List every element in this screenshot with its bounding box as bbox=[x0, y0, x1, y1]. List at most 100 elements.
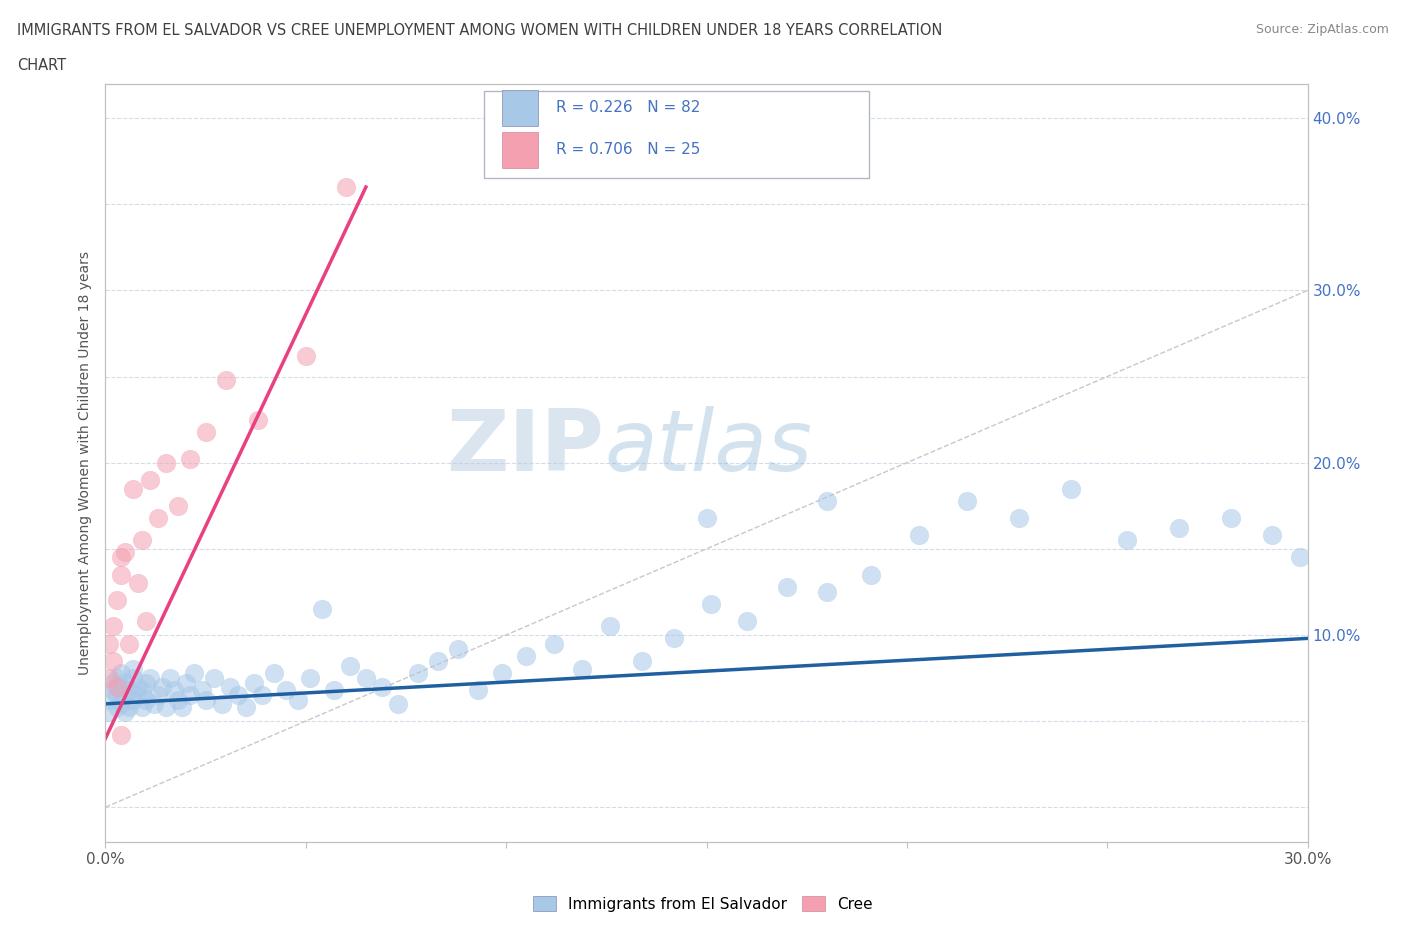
Point bbox=[150, 679, 173, 694]
Point bbox=[118, 700, 141, 715]
Point bbox=[467, 683, 489, 698]
Point bbox=[235, 700, 257, 715]
FancyBboxPatch shape bbox=[484, 91, 869, 179]
Point bbox=[110, 550, 132, 565]
Point bbox=[631, 654, 654, 669]
Point bbox=[114, 676, 136, 691]
Point bbox=[174, 676, 197, 691]
Point bbox=[122, 481, 145, 496]
Point bbox=[599, 618, 621, 633]
Point bbox=[371, 679, 394, 694]
Point bbox=[127, 688, 149, 703]
Point bbox=[1168, 521, 1191, 536]
Point bbox=[110, 727, 132, 742]
Point bbox=[211, 697, 233, 711]
Point bbox=[335, 179, 357, 194]
Point bbox=[263, 665, 285, 680]
Point bbox=[287, 693, 309, 708]
Point bbox=[122, 662, 145, 677]
Point bbox=[515, 648, 537, 663]
Point bbox=[194, 424, 217, 439]
Point bbox=[427, 654, 450, 669]
Text: Source: ZipAtlas.com: Source: ZipAtlas.com bbox=[1256, 23, 1389, 36]
Point bbox=[110, 679, 132, 694]
Point bbox=[155, 700, 177, 715]
Point bbox=[131, 533, 153, 548]
Point bbox=[131, 700, 153, 715]
Point bbox=[135, 693, 157, 708]
Point bbox=[131, 683, 153, 698]
Point bbox=[103, 654, 125, 669]
Point bbox=[387, 697, 409, 711]
Bar bbox=[502, 132, 538, 168]
Point bbox=[138, 671, 160, 685]
Point bbox=[98, 705, 121, 720]
Point bbox=[194, 693, 217, 708]
Point bbox=[1260, 527, 1282, 542]
Point bbox=[166, 498, 188, 513]
Point bbox=[696, 511, 718, 525]
Point bbox=[295, 349, 318, 364]
Point bbox=[274, 683, 297, 698]
Point bbox=[214, 373, 236, 388]
Point bbox=[146, 688, 169, 703]
Point bbox=[322, 683, 344, 698]
Point bbox=[114, 688, 136, 703]
Point bbox=[179, 688, 201, 703]
Point bbox=[776, 579, 799, 594]
Text: CHART: CHART bbox=[17, 58, 66, 73]
Point bbox=[114, 705, 136, 720]
Point bbox=[664, 631, 686, 645]
Point bbox=[122, 693, 145, 708]
Point bbox=[159, 671, 181, 685]
Point bbox=[298, 671, 321, 685]
Point bbox=[815, 493, 838, 508]
Point bbox=[103, 618, 125, 633]
Text: IMMIGRANTS FROM EL SALVADOR VS CREE UNEMPLOYMENT AMONG WOMEN WITH CHILDREN UNDER: IMMIGRANTS FROM EL SALVADOR VS CREE UNEM… bbox=[17, 23, 942, 38]
Point bbox=[246, 412, 269, 427]
Point bbox=[107, 679, 129, 694]
Point bbox=[138, 472, 160, 487]
Point bbox=[146, 511, 169, 525]
Point bbox=[735, 614, 758, 629]
Point bbox=[1288, 550, 1310, 565]
Point bbox=[226, 688, 249, 703]
Point bbox=[190, 683, 212, 698]
Point bbox=[142, 697, 165, 711]
Point bbox=[98, 636, 121, 651]
Point bbox=[202, 671, 225, 685]
Text: R = 0.706   N = 25: R = 0.706 N = 25 bbox=[557, 142, 700, 157]
Point bbox=[183, 665, 205, 680]
Point bbox=[122, 671, 145, 685]
Point bbox=[1060, 481, 1083, 496]
Point bbox=[135, 614, 157, 629]
Point bbox=[114, 545, 136, 560]
Point bbox=[815, 584, 838, 599]
Point bbox=[1220, 511, 1243, 525]
Text: R = 0.226   N = 82: R = 0.226 N = 82 bbox=[557, 100, 700, 115]
Point bbox=[339, 658, 361, 673]
Point bbox=[242, 676, 264, 691]
Point bbox=[127, 679, 149, 694]
Point bbox=[118, 636, 141, 651]
Point bbox=[447, 642, 470, 657]
Point bbox=[107, 688, 129, 703]
Bar bbox=[502, 90, 538, 126]
Point bbox=[107, 671, 129, 685]
Point bbox=[166, 693, 188, 708]
Text: ZIP: ZIP bbox=[447, 406, 605, 489]
Point bbox=[103, 683, 125, 698]
Point bbox=[908, 527, 931, 542]
Point bbox=[110, 665, 132, 680]
Point bbox=[135, 676, 157, 691]
Point bbox=[110, 567, 132, 582]
Point bbox=[218, 679, 240, 694]
Point bbox=[103, 676, 125, 691]
Point bbox=[699, 596, 721, 611]
Point bbox=[859, 567, 882, 582]
Point bbox=[98, 671, 121, 685]
Point bbox=[98, 693, 121, 708]
Point bbox=[571, 662, 593, 677]
Point bbox=[118, 683, 141, 698]
Point bbox=[1008, 511, 1031, 525]
